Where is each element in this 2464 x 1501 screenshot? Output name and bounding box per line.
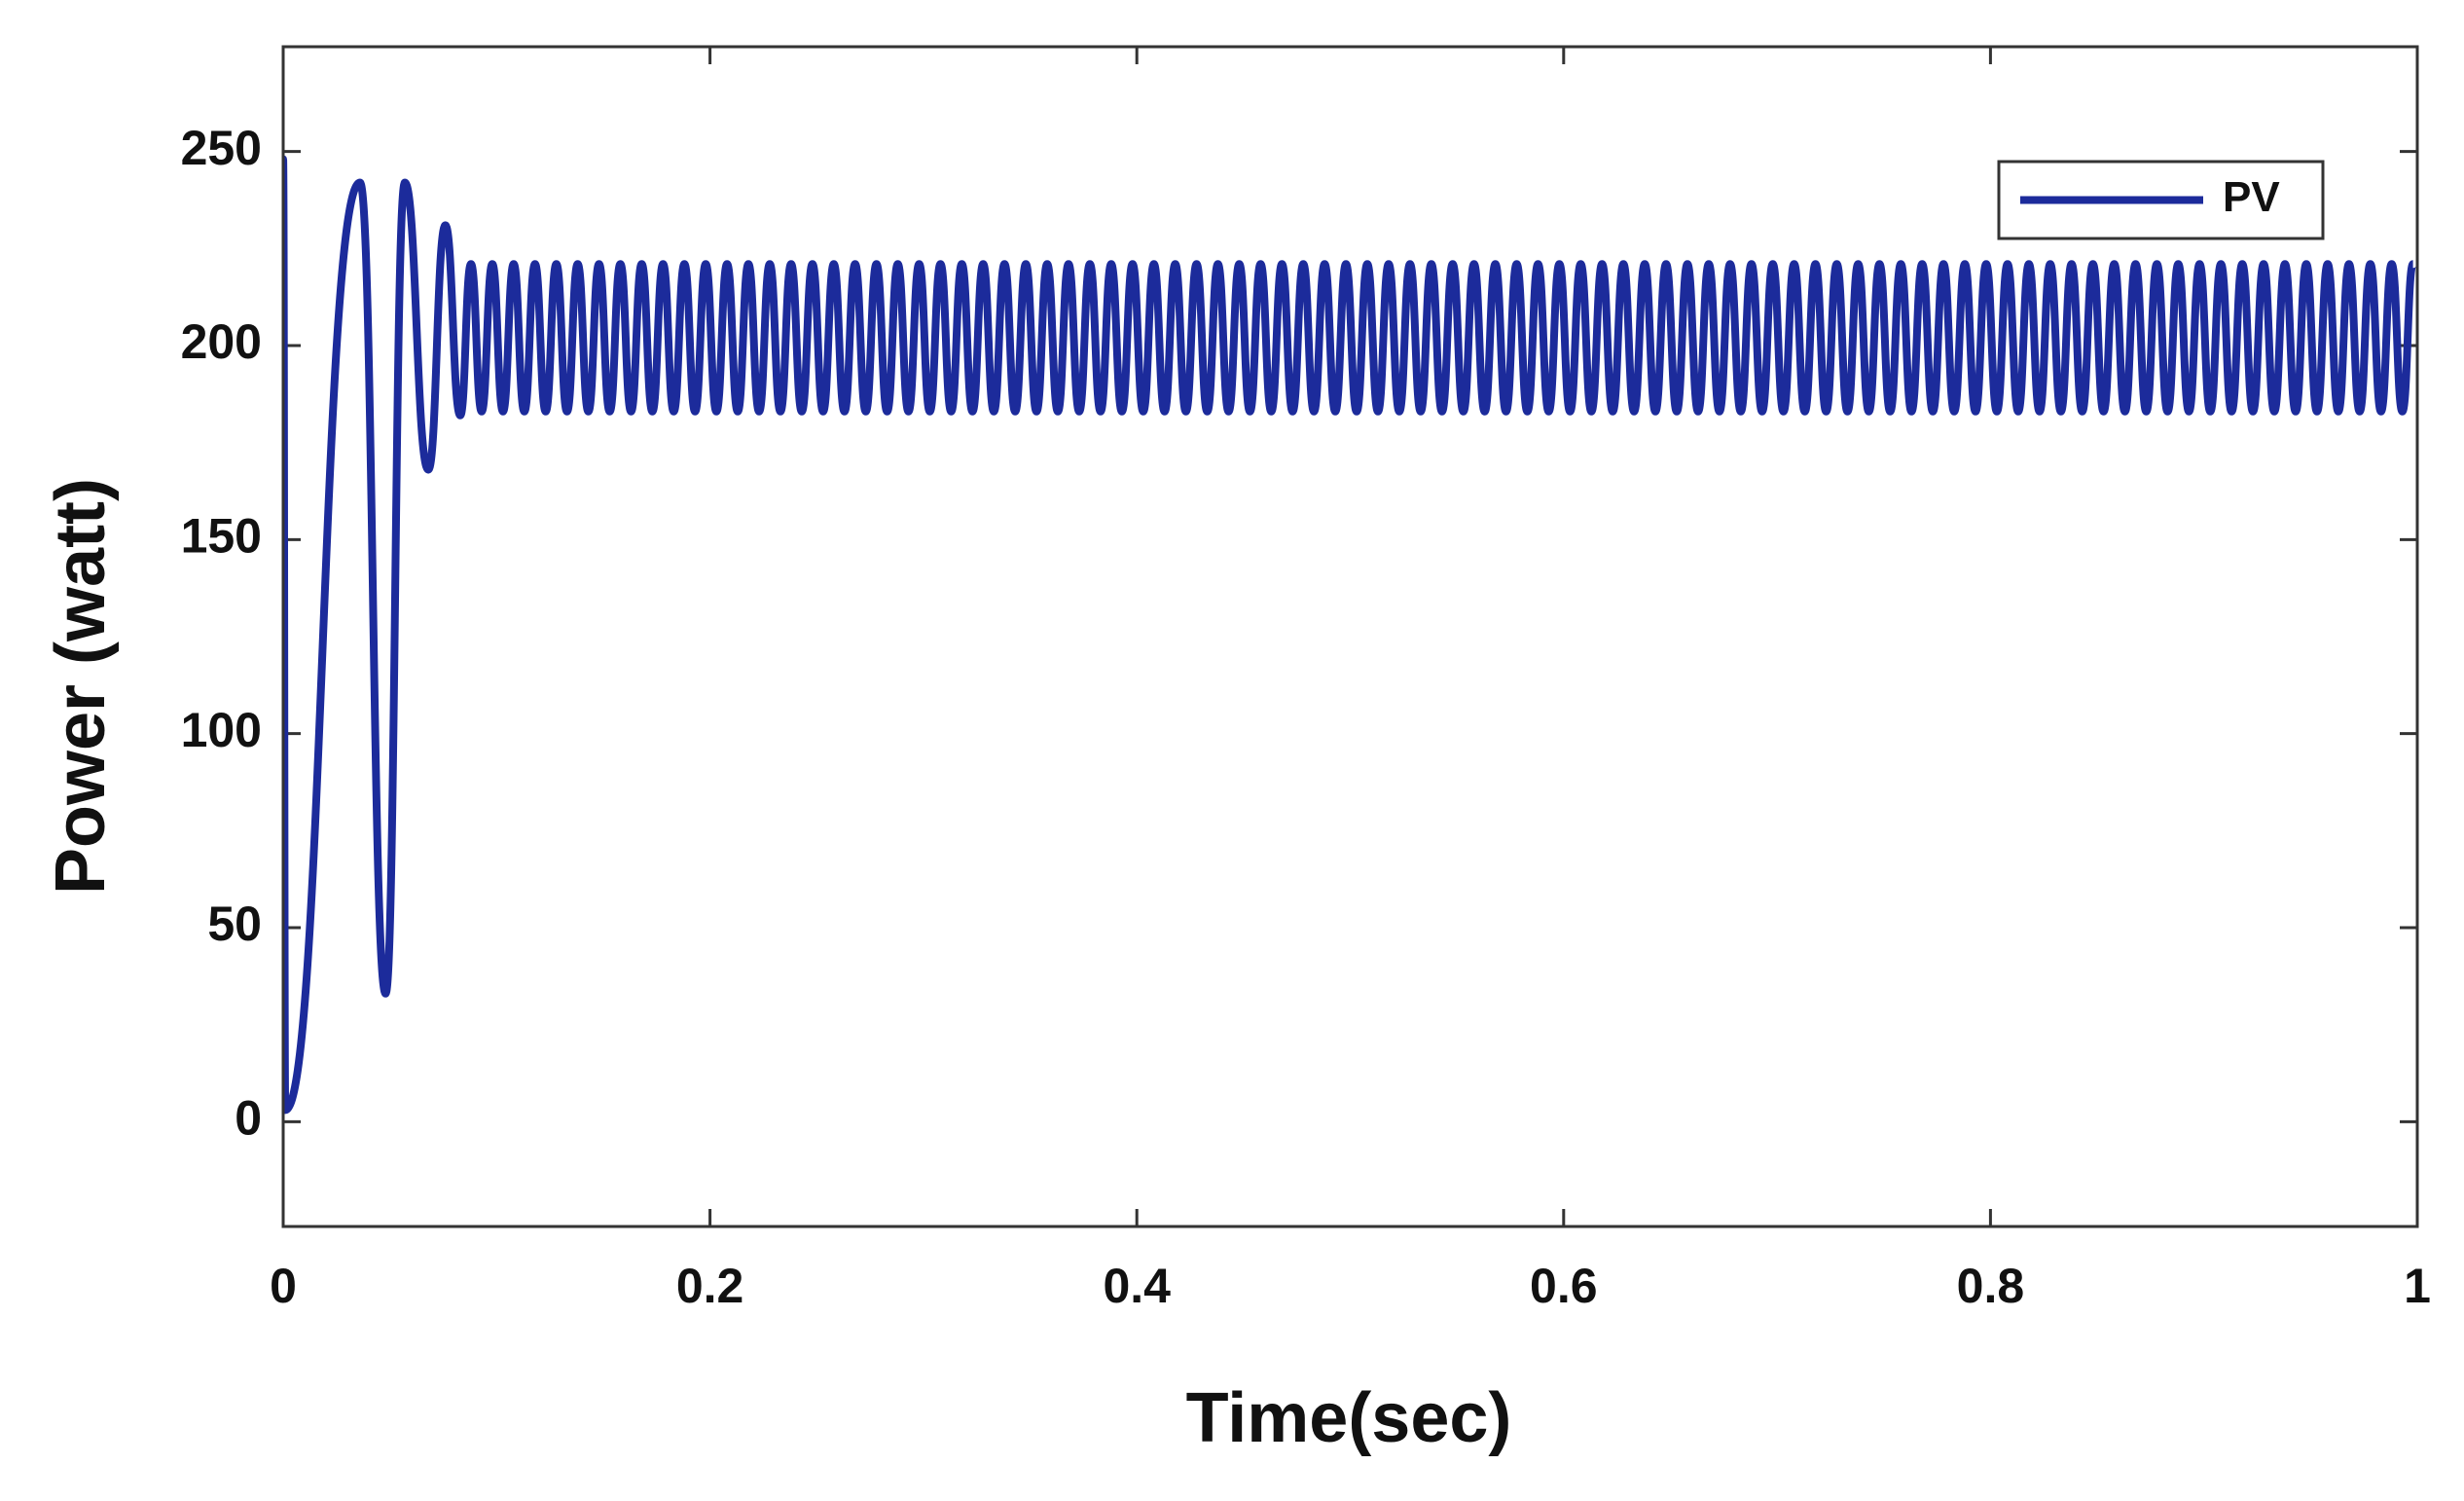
y-tick-label: 50 — [207, 897, 262, 951]
plot-frame — [281, 45, 2419, 1228]
y-axis-label: Power (watt) — [42, 478, 120, 895]
x-axis-label: Time(sec) — [1186, 1379, 1512, 1457]
x-tick-label: 1 — [2404, 1259, 2431, 1313]
data-line — [283, 155, 2417, 1115]
y-tick-label: 150 — [181, 509, 262, 564]
y-tick-label: 0 — [235, 1091, 262, 1146]
plot-area — [283, 155, 2417, 1115]
legend-label: PV — [2223, 173, 2280, 221]
y-tick-label: 200 — [181, 314, 262, 369]
x-tick-label: 0.4 — [1103, 1259, 1171, 1313]
y-tick-label: 250 — [181, 121, 262, 175]
x-tick-label: 0.2 — [676, 1259, 744, 1313]
x-tick-label: 0.6 — [1530, 1259, 1598, 1313]
x-tick-label: 0.8 — [1957, 1259, 2025, 1313]
x-tick-label: 0 — [270, 1259, 297, 1313]
y-tick-label: 100 — [181, 703, 262, 757]
